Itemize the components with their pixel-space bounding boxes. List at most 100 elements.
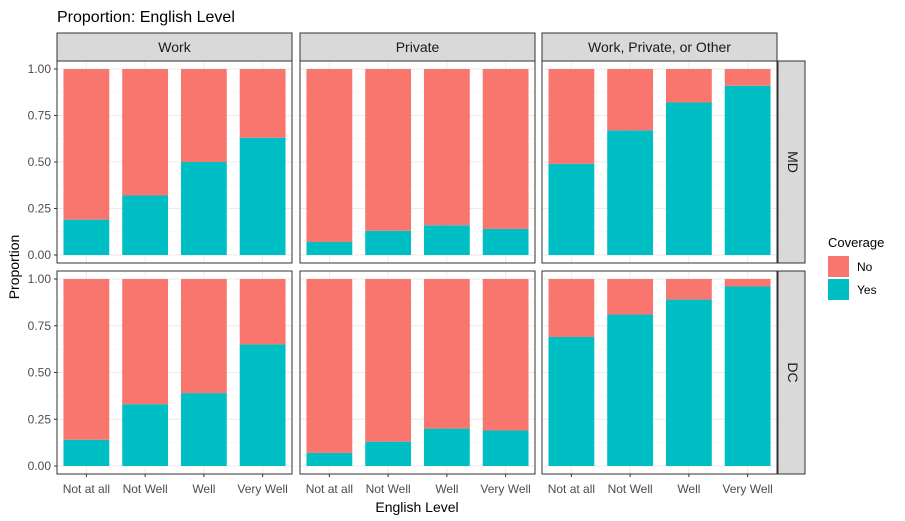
bar-no-well — [665, 279, 712, 300]
bar-yes-well — [665, 102, 712, 255]
panel-private-dc: Not at all Not Well Well Very Well — [299, 270, 536, 496]
bar-no-very-well — [724, 279, 771, 287]
bar-yes-not-at-all — [548, 336, 595, 466]
bar-no-not-well — [365, 69, 412, 231]
bar-no-very-well — [239, 69, 286, 138]
bar-yes-very-well — [482, 228, 529, 255]
y-tick-label: 0.50 — [28, 366, 52, 380]
y-tick-label: 0.50 — [28, 155, 52, 169]
panel-border — [299, 60, 536, 264]
bar-no-very-well — [239, 279, 286, 345]
y-axis-title: Proportion — [6, 235, 22, 300]
legend: Coverage No Yes — [828, 235, 884, 300]
y-tick-label: 1.00 — [28, 62, 52, 76]
facet-strip-private — [299, 32, 536, 62]
bar-no-not-at-all — [548, 279, 595, 337]
bar-no-well — [180, 279, 227, 394]
bar-yes-well — [180, 393, 227, 466]
bar-no-not-at-all — [306, 69, 353, 242]
bar-no-not-at-all — [63, 69, 110, 220]
x-tick-label: Not Well — [608, 482, 653, 496]
panel-private-md — [299, 60, 536, 264]
panel-work-md: 0.00 0.25 0.50 0.75 1.00 — [28, 60, 293, 264]
bar-yes-not-well — [122, 195, 169, 255]
bar-no-very-well — [482, 279, 529, 431]
y-tick-label: 0.25 — [28, 412, 52, 426]
bar-yes-very-well — [724, 286, 771, 466]
bar-yes-well — [423, 225, 470, 255]
legend-label-yes: Yes — [857, 283, 877, 297]
bar-no-not-at-all — [306, 279, 353, 453]
facet-strip-label: Work, Private, or Other — [588, 39, 731, 55]
facet-strip-work — [56, 32, 293, 62]
bar-yes-not-at-all — [548, 163, 595, 255]
x-tick-label: Not at all — [548, 482, 595, 496]
x-tick-label: Not at all — [63, 482, 110, 496]
x-tick-label: Not Well — [366, 482, 411, 496]
x-tick-label: Well — [677, 482, 700, 496]
bar-no-not-well — [122, 69, 169, 196]
chart-title: Proportion: English Level — [57, 9, 235, 26]
bar-yes-well — [423, 428, 470, 466]
facet-row-strip-dc — [777, 270, 806, 475]
y-tick-label: 0.75 — [28, 319, 52, 333]
legend-key-no — [828, 256, 849, 277]
bar-yes-not-well — [607, 314, 654, 466]
x-tick-label: Not Well — [123, 482, 168, 496]
bar-yes-very-well — [482, 430, 529, 466]
bar-yes-very-well — [239, 137, 286, 255]
facet-strip-label: Work — [158, 39, 191, 55]
panel-work-dc: 0.00 0.25 0.50 0.75 1.00 Not at all Not Well We… — [28, 270, 293, 496]
y-tick-label: 1.00 — [28, 272, 52, 286]
facet-strip-label: Private — [396, 39, 440, 55]
bar-yes-not-at-all — [306, 241, 353, 255]
legend-key-yes — [828, 279, 849, 300]
bar-no-well — [180, 69, 227, 162]
bar-yes-not-well — [122, 404, 169, 466]
bar-no-well — [665, 69, 712, 103]
bar-no-not-at-all — [548, 69, 595, 164]
bar-no-well — [423, 69, 470, 226]
y-tick-label: 0.00 — [28, 459, 52, 473]
y-tick-label: 0.25 — [28, 202, 52, 216]
legend-title: Coverage — [828, 235, 884, 250]
x-tick-label: Very Well — [480, 482, 530, 496]
x-tick-label: Very Well — [237, 482, 287, 496]
facet-row-strip-md — [777, 60, 806, 264]
bar-no-very-well — [482, 69, 529, 229]
bar-yes-well — [665, 299, 712, 466]
x-tick-label: Well — [435, 482, 458, 496]
bar-yes-not-at-all — [306, 452, 353, 466]
bar-no-well — [423, 279, 470, 429]
facet-row-label: MD — [785, 151, 801, 173]
bar-no-not-well — [365, 279, 412, 442]
facet-row-label: DC — [785, 362, 801, 382]
panel-border — [541, 60, 778, 264]
panel-border — [541, 270, 778, 475]
bar-no-not-well — [122, 279, 169, 405]
bar-no-very-well — [724, 69, 771, 86]
x-tick-label: Well — [192, 482, 215, 496]
bar-yes-not-well — [607, 130, 654, 255]
bar-no-not-at-all — [63, 279, 110, 440]
panel-work-private-or-other-dc: Not at all Not Well Well Very Well — [541, 270, 778, 496]
x-tick-label: Very Well — [722, 482, 772, 496]
facet-strip-work-private-or-other — [541, 32, 778, 62]
bar-yes-not-well — [365, 441, 412, 466]
bar-yes-not-at-all — [63, 219, 110, 255]
legend-label-no: No — [857, 260, 873, 274]
y-tick-label: 0.75 — [28, 109, 52, 123]
bar-yes-well — [180, 162, 227, 255]
x-tick-label: Not at all — [306, 482, 353, 496]
bar-no-not-well — [607, 69, 654, 131]
bar-yes-very-well — [724, 85, 771, 256]
bar-yes-very-well — [239, 344, 286, 466]
y-tick-label: 0.00 — [28, 248, 52, 262]
x-axis-title: English Level — [375, 499, 458, 515]
facet-panels: Work Private Work, Private, or Other MD DC 0.… — [28, 32, 806, 496]
bar-yes-not-at-all — [63, 439, 110, 466]
bar-no-not-well — [607, 279, 654, 315]
bar-yes-not-well — [365, 230, 412, 255]
panel-border — [299, 270, 536, 475]
